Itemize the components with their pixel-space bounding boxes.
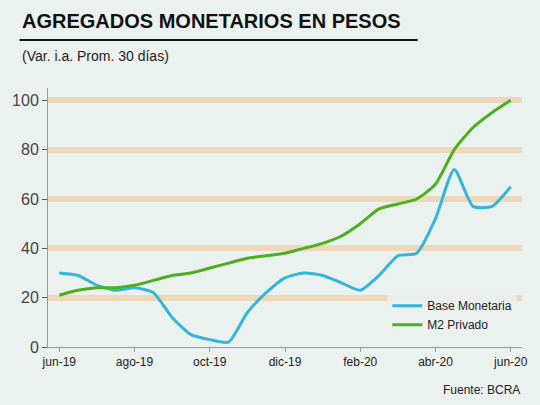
svg-text:Fuente: BCRA: Fuente: BCRA bbox=[443, 383, 520, 397]
svg-text:jun-20: jun-20 bbox=[493, 355, 528, 369]
svg-text:20: 20 bbox=[21, 289, 39, 306]
svg-text:Base Monetaria: Base Monetaria bbox=[427, 299, 511, 313]
svg-text:M2 Privado: M2 Privado bbox=[427, 318, 488, 332]
svg-text:40: 40 bbox=[21, 240, 39, 257]
svg-text:AGREGADOS MONETARIOS EN PESOS: AGREGADOS MONETARIOS EN PESOS bbox=[22, 10, 401, 32]
svg-text:100: 100 bbox=[12, 92, 39, 109]
svg-text:(Var. i.a. Prom. 30 días): (Var. i.a. Prom. 30 días) bbox=[22, 48, 169, 64]
svg-text:0: 0 bbox=[30, 339, 39, 356]
svg-text:abr-20: abr-20 bbox=[418, 355, 453, 369]
svg-text:feb-20: feb-20 bbox=[343, 355, 377, 369]
svg-text:ago-19: ago-19 bbox=[116, 355, 154, 369]
svg-text:dic-19: dic-19 bbox=[269, 355, 302, 369]
svg-text:jun-19: jun-19 bbox=[42, 355, 77, 369]
svg-text:oct-19: oct-19 bbox=[193, 355, 227, 369]
svg-text:80: 80 bbox=[21, 141, 39, 158]
svg-text:60: 60 bbox=[21, 191, 39, 208]
